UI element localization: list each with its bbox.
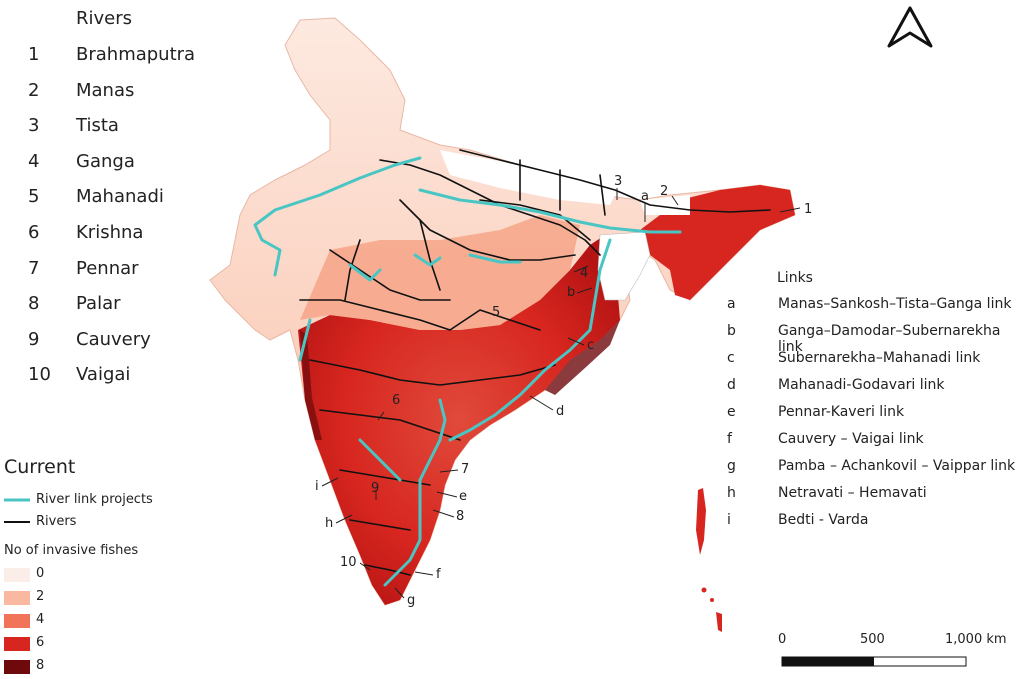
river-label-7: 7 xyxy=(461,462,469,477)
east-coast-dark xyxy=(545,320,620,395)
river-legend-number: 4 xyxy=(28,150,40,172)
river-legend-name: Manas xyxy=(76,79,135,101)
link-legend-letter: b xyxy=(727,323,736,339)
river-legend-number: 5 xyxy=(28,186,40,208)
rivers-legend-title: Rivers xyxy=(76,8,133,29)
link-label-h: h xyxy=(325,516,333,531)
river-label-4: 4 xyxy=(580,266,588,281)
river-legend-number: 10 xyxy=(28,364,51,386)
link-legend-letter: d xyxy=(727,377,736,393)
link-legend-letter: g xyxy=(727,458,736,474)
link-map-labels: a b c d e f g h i xyxy=(315,189,649,608)
link-legend-letter: c xyxy=(727,350,735,366)
river-label-6: 6 xyxy=(392,393,400,408)
river-label-5: 5 xyxy=(492,305,500,320)
river-legend-number: 8 xyxy=(28,293,40,315)
river-label-8: 8 xyxy=(456,509,464,524)
river-legend-name: Palar xyxy=(76,293,121,315)
river-legend-number: 2 xyxy=(28,79,40,101)
invasive-class-label: 6 xyxy=(36,635,45,650)
river-legend-name: Ganga xyxy=(76,150,135,172)
river-legend-name: Tista xyxy=(76,115,119,137)
invasive-legend-title: No of invasive fishes xyxy=(4,543,139,558)
invasive-swatch xyxy=(4,660,30,674)
invasive-class-label: 8 xyxy=(36,658,45,673)
river-legend-number: 6 xyxy=(28,222,40,243)
central-mid-invasive xyxy=(300,215,580,330)
link-legend-name: Netravati – Hemavati xyxy=(778,485,927,501)
river-legend-name: Krishna xyxy=(76,222,144,243)
river-legend-name: Pennar xyxy=(76,257,139,279)
invasive-swatch xyxy=(4,568,30,582)
andaman-islands xyxy=(696,488,722,632)
link-legend-name: Manas–Sankosh–Tista–Ganga link xyxy=(778,296,1012,312)
west-coast-dark xyxy=(300,330,322,440)
north-arrow-icon xyxy=(887,6,933,48)
nepal-region xyxy=(440,150,615,205)
bangladesh-gap xyxy=(597,231,651,301)
river-label-1: 1 xyxy=(804,202,812,217)
river-legend-number: 7 xyxy=(28,257,40,279)
invasive-class-label: 4 xyxy=(36,612,45,627)
invasive-swatch xyxy=(4,637,30,651)
scale-label-1000: 1,000 km xyxy=(945,632,1007,647)
river-legend-name: Brahmaputra xyxy=(76,44,196,65)
river-legend-number: 1 xyxy=(28,44,40,65)
link-legend-letter: f xyxy=(727,431,732,447)
rivers-legend-label: Rivers xyxy=(36,514,77,529)
link-legend-letter: i xyxy=(727,512,731,528)
river-legend-name: Vaigai xyxy=(76,364,131,386)
link-legend-letter: a xyxy=(727,296,736,312)
river-legend-name: Cauvery xyxy=(76,328,151,350)
scale-bar xyxy=(781,656,967,667)
river-label-10: 10 xyxy=(340,555,357,570)
current-legend-title: Current xyxy=(4,456,76,478)
scale-label-0: 0 xyxy=(778,632,787,647)
invasive-swatch xyxy=(4,591,30,605)
link-label-a: a xyxy=(641,189,649,204)
link-label-c: c xyxy=(587,338,594,353)
link-legend-name: Subernarekha–Mahanadi link xyxy=(778,350,981,366)
river-label-3: 3 xyxy=(614,174,622,189)
link-legend-name: Bedti - Varda xyxy=(778,512,869,528)
invasive-class-label: 2 xyxy=(36,589,45,604)
river-label-9: 9 xyxy=(371,481,379,496)
links-legend-title: Links xyxy=(777,270,813,286)
river-legend-number: 9 xyxy=(28,328,40,350)
leader-lines xyxy=(321,188,801,599)
link-legend-name: Pennar-Kaveri link xyxy=(778,404,905,420)
link-legend-letter: h xyxy=(727,485,736,501)
bhutan-region xyxy=(640,195,690,215)
rivers-network xyxy=(299,149,771,576)
link-label-e: e xyxy=(459,489,467,504)
river-legend-name: Mahanadi xyxy=(76,186,164,208)
link-label-f: f xyxy=(436,567,441,582)
river-link-legend-label: River link projects xyxy=(36,492,153,507)
river-link-projects xyxy=(253,156,682,587)
river-label-2: 2 xyxy=(660,184,668,199)
link-label-b: b xyxy=(567,285,575,300)
peninsula-high-invasive xyxy=(298,235,620,605)
river-map-labels: 1 2 3 4 5 6 7 8 9 10 xyxy=(340,174,812,570)
invasive-swatch xyxy=(4,614,30,628)
link-legend-name: Mahanadi-Godavari link xyxy=(778,377,945,393)
link-label-g: g xyxy=(407,593,415,608)
link-legend-name: Pamba – Achankovil – Vaippar link xyxy=(778,458,1016,474)
link-label-i: i xyxy=(315,479,319,494)
link-legend-name: Cauvery – Vaigai link xyxy=(778,431,924,447)
river-legend-number: 3 xyxy=(28,115,40,137)
scale-label-500: 500 xyxy=(860,632,885,647)
link-label-d: d xyxy=(556,404,564,419)
link-legend-letter: e xyxy=(727,404,736,420)
invasive-class-label: 0 xyxy=(36,566,45,581)
link-legend-name: Ganga–Damodar–Subernarekha link xyxy=(778,323,1001,355)
